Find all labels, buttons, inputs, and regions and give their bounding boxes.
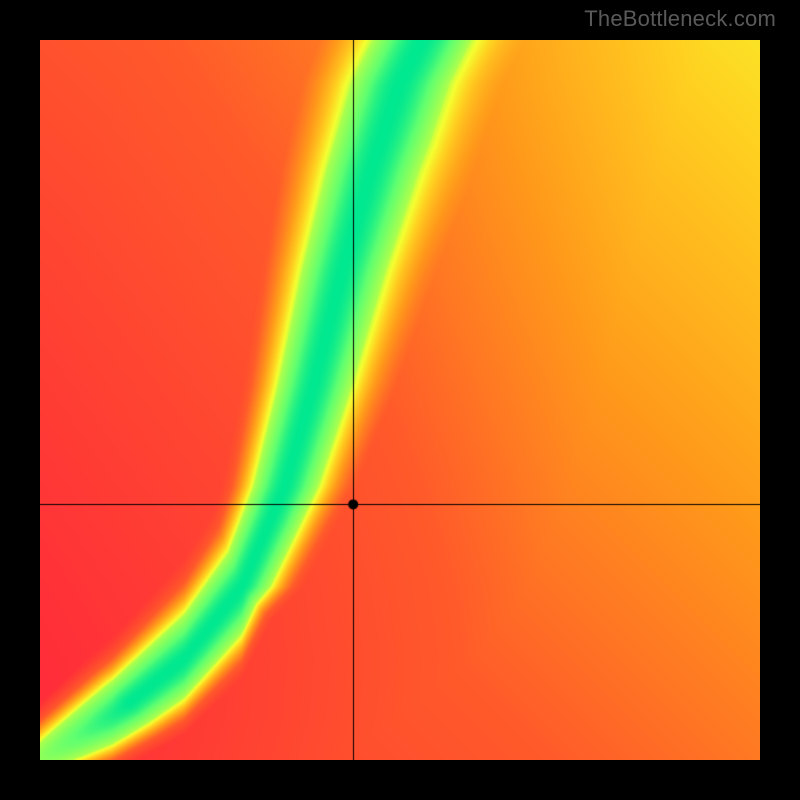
chart-container: TheBottleneck.com bbox=[0, 0, 800, 800]
watermark-text: TheBottleneck.com bbox=[584, 6, 776, 32]
bottleneck-heatmap bbox=[40, 40, 760, 760]
